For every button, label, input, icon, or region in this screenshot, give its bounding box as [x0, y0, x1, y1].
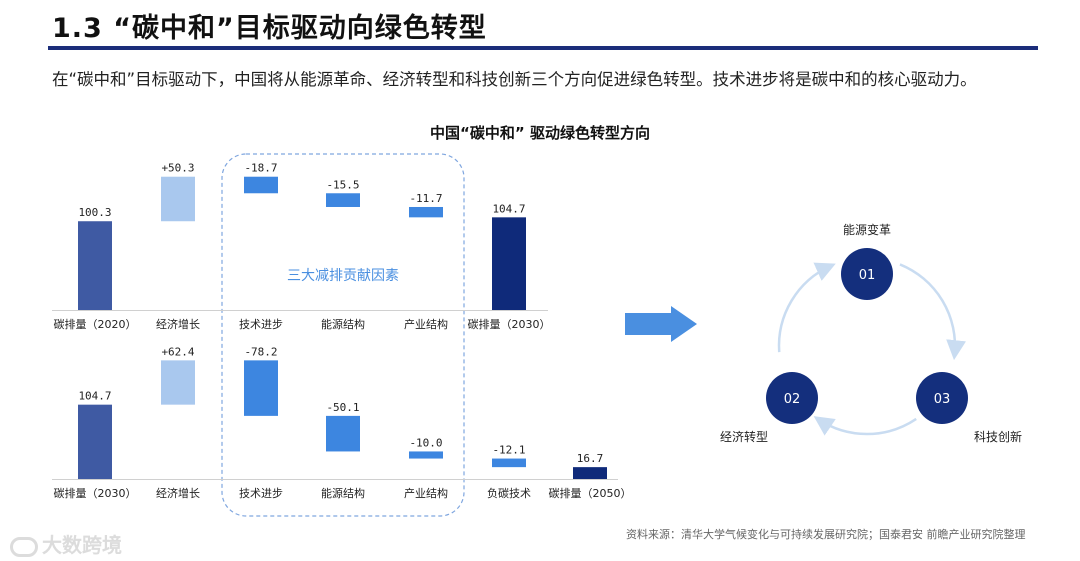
- cycle-node-label: 能源变革: [843, 222, 891, 237]
- cycle-node-number: 03: [934, 392, 951, 407]
- data-label-2-6: -12.1: [492, 444, 525, 457]
- bar-1-2: [161, 176, 195, 222]
- cycle-node-01: [841, 248, 893, 300]
- data-label-2-5: -10.0: [409, 436, 442, 449]
- bar-2-7: [573, 467, 607, 479]
- category-label-2-3: 技术进步: [239, 487, 283, 500]
- data-label-1-3: -18.7: [244, 162, 277, 175]
- data-label-2-4: -50.1: [326, 401, 359, 414]
- cycle-node-number: 02: [784, 392, 801, 407]
- cycle-node-02: [766, 372, 818, 424]
- cycle-node-label: 科技创新: [974, 429, 1022, 444]
- cycle-node-03: [916, 372, 968, 424]
- category-label-2-7: 碳排量（2050）: [549, 486, 632, 500]
- bar-1-5: [409, 206, 443, 218]
- watermark: 大数跨境: [10, 529, 122, 558]
- bar-1-4: [326, 193, 360, 207]
- intro-paragraph: 在“碳中和”目标驱动下，中国将从能源革命、经济转型和科技创新三个方向促进绿色转型…: [52, 70, 977, 89]
- data-label-2-1: 104.7: [78, 390, 111, 403]
- category-label-2-4: 能源结构: [321, 486, 365, 500]
- data-label-1-4: -15.5: [326, 178, 359, 191]
- bar-2-3: [244, 360, 278, 416]
- category-label-2-1: 碳排量（2030）: [54, 486, 137, 500]
- source-note: 资料来源：清华大学气候变化与可持续发展研究院；国泰君安 前瞻产业研究院整理: [626, 528, 1026, 541]
- category-label-1-2: 经济增长: [156, 317, 200, 331]
- bar-1-6: [492, 217, 526, 310]
- chart-title: 中国“碳中和” 驱动绿色转型方向: [430, 124, 650, 142]
- category-label-2-6: 负碳技术: [487, 486, 531, 500]
- cycle-arrow-3: [777, 262, 836, 353]
- reduction-group-box: [221, 153, 465, 517]
- category-label-1-5: 产业结构: [404, 317, 448, 331]
- cycle-arrow-1: [899, 263, 967, 361]
- cycle-arrow-2: [813, 416, 917, 436]
- data-label-1-6: 104.7: [492, 202, 525, 215]
- data-label-1-5: -11.7: [409, 192, 442, 205]
- watermark-logo-icon: [10, 536, 38, 557]
- cycle-node-label: 经济转型: [720, 429, 768, 444]
- right-arrow-icon: [625, 306, 697, 342]
- bar-2-2: [161, 360, 195, 405]
- category-label-2-5: 产业结构: [404, 486, 448, 500]
- data-label-1-2: +50.3: [161, 162, 194, 175]
- data-label-1-1: 100.3: [78, 206, 111, 219]
- bar-2-4: [326, 415, 360, 452]
- reduction-group-label: 三大减排贡献因素: [287, 268, 399, 284]
- category-label-1-3: 技术进步: [239, 318, 283, 331]
- category-label-2-2: 经济增长: [156, 486, 200, 500]
- category-label-1-4: 能源结构: [321, 317, 365, 331]
- category-label-1-1: 碳排量（2020）: [54, 317, 137, 331]
- data-label-2-3: -78.2: [244, 345, 277, 358]
- bar-2-6: [492, 458, 526, 468]
- bar-2-5: [409, 451, 443, 459]
- title-divider: [48, 46, 1038, 50]
- category-label-1-6: 碳排量（2030）: [468, 317, 551, 331]
- bar-1-3: [244, 176, 278, 194]
- bar-1-1: [78, 221, 112, 310]
- bar-2-1: [78, 404, 112, 479]
- data-label-2-2: +62.4: [161, 345, 194, 358]
- cycle-node-number: 01: [859, 268, 876, 283]
- page-title: 1.3 “碳中和”目标驱动向绿色转型: [52, 13, 487, 44]
- data-label-2-7: 16.7: [577, 452, 604, 465]
